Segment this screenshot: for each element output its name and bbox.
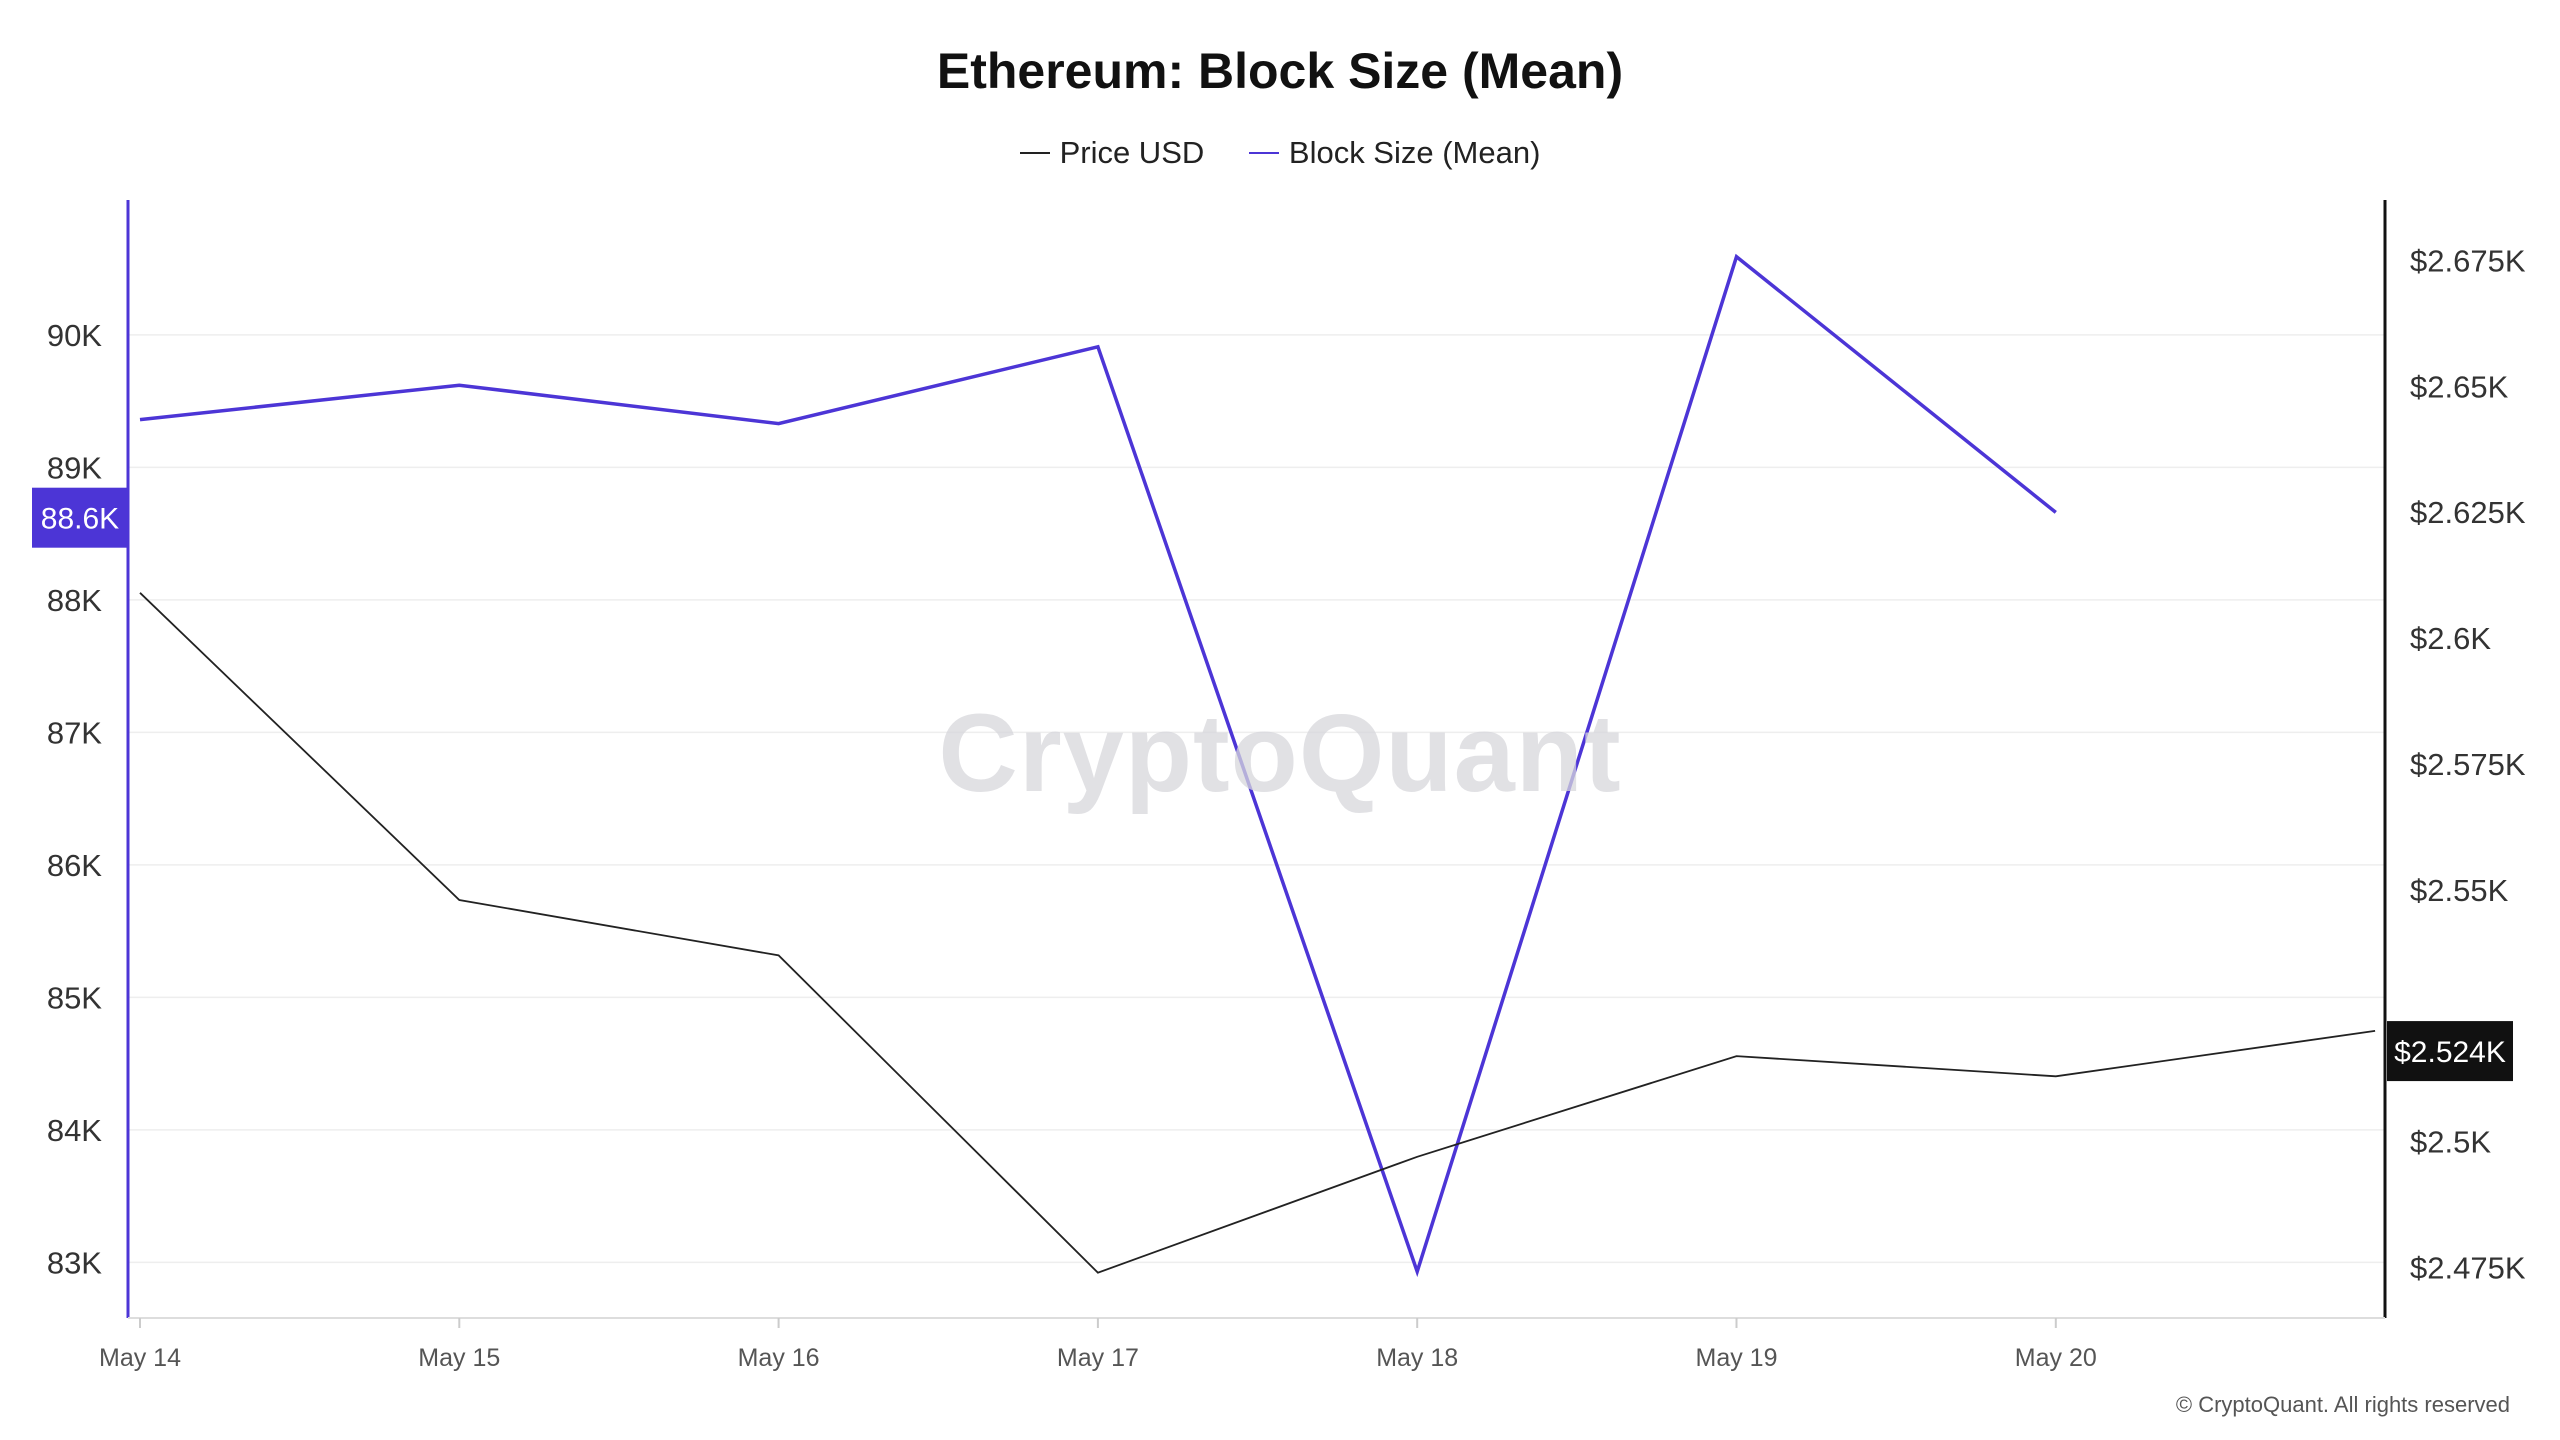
y-right-tick-label: $2.55K — [2410, 873, 2509, 908]
y-left-tick-label: 85K — [47, 980, 102, 1015]
x-tick-label: May 18 — [1376, 1344, 1458, 1372]
y-right-tick-label: $2.6K — [2410, 621, 2491, 656]
y-left-tick-label: 90K — [47, 318, 102, 353]
y-right-tick-label: $2.625K — [2410, 495, 2526, 530]
legend-swatch-price — [1019, 152, 1050, 154]
block-size-line — [139, 253, 2057, 1278]
block-size-current-label: 88.6K — [41, 503, 119, 536]
legend: Price USD Block Size (Mean) — [0, 126, 2560, 171]
tick-labels: May 14 May 15 May 16 May 17 May 18 May 19 May … — [47, 243, 2526, 1372]
chart-title: Ethereum: Block Size (Mean) — [936, 43, 1624, 99]
block-size-current-badge — [32, 487, 128, 548]
legend-swatch-block-size — [1248, 152, 1279, 154]
x-tick-label: May 16 — [738, 1344, 820, 1372]
y-left-tick-label: 84K — [47, 1113, 102, 1148]
y-right-tick-label: $2.65K — [2410, 369, 2509, 404]
copyright-footer: © CryptoQuant. All rights reserved — [2175, 1392, 2510, 1417]
y-right-tick-label: $2.675K — [2410, 243, 2526, 278]
price-current-label: $2.524K — [2394, 1036, 2506, 1069]
y-left-tick-label: 83K — [47, 1245, 102, 1280]
price-current-badge — [2387, 1021, 2513, 1082]
y-right-tick-label: $2.5K — [2410, 1125, 2491, 1160]
y-left-tick-label: 89K — [47, 450, 102, 485]
legend-label-price: Price USD — [1059, 135, 1205, 170]
x-tick-label: May 17 — [1057, 1344, 1139, 1372]
legend-label-block-size: Block Size (Mean) — [1288, 135, 1541, 170]
x-tick-label: May 14 — [99, 1344, 181, 1372]
legend-item-block-size[interactable]: Block Size (Mean) — [1248, 135, 1541, 171]
y-left-tick-label: 86K — [47, 848, 102, 883]
grid-lines — [128, 334, 2385, 1264]
legend-item-price[interactable]: Price USD — [1019, 135, 1205, 171]
price-usd-line — [139, 592, 2376, 1274]
x-tick-label: May 20 — [2015, 1344, 2097, 1372]
current-value-badges: 88.6K $2.524K — [32, 487, 2513, 1082]
y-right-tick-label: $2.575K — [2410, 747, 2526, 782]
watermark: CryptoQuant — [938, 692, 1622, 815]
axes — [126, 200, 2387, 1328]
x-tick-label: May 15 — [418, 1344, 500, 1372]
y-left-tick-label: 88K — [47, 583, 102, 618]
x-tick-label: May 19 — [1696, 1344, 1778, 1372]
y-right-tick-label: $2.475K — [2410, 1251, 2526, 1286]
series-lines — [139, 253, 2376, 1278]
y-left-tick-label: 87K — [47, 715, 102, 750]
